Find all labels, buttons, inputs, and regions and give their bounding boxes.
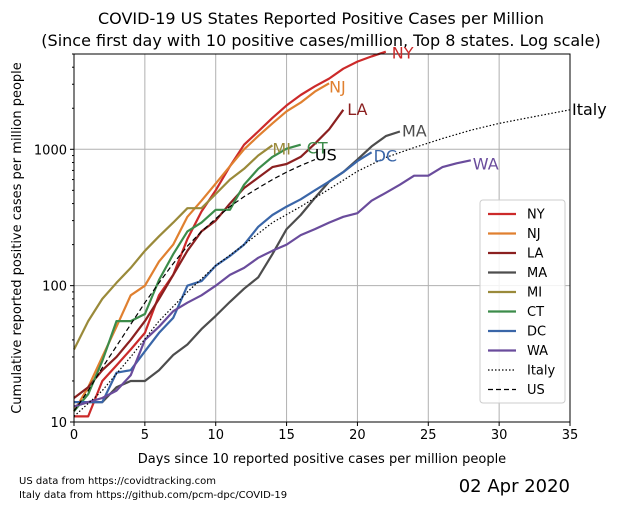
series-line-ny (74, 50, 387, 418)
legend-box (479, 199, 566, 404)
y-tick-label: 100 (42, 280, 67, 295)
legend-label-wa: WA (527, 344, 548, 359)
series-end-label-dc: DC (374, 146, 398, 165)
x-tick-label: 15 (278, 428, 295, 443)
legend: NY NJ LA MA MI CT DC WA Italy US (479, 199, 566, 404)
series-line-ct (73, 143, 302, 412)
series-end-label-italy: Italy (572, 100, 607, 119)
series-line-mi (73, 144, 274, 350)
x-tick-label: 25 (420, 428, 437, 443)
legend-label-nj: NJ (527, 227, 541, 242)
legend-label-ma: MA (527, 266, 547, 281)
x-tick-label: 10 (207, 428, 224, 443)
x-tick-label: 35 (562, 428, 579, 443)
y-tick-label: 1000 (34, 143, 67, 158)
x-tick-label: 20 (349, 428, 366, 443)
series-line-la (73, 109, 345, 399)
legend-label-la: LA (527, 247, 544, 262)
plot-frame (73, 53, 571, 423)
x-axis-label: Days since 10 reported positive cases pe… (138, 452, 506, 467)
series-end-label-ct: CT (307, 139, 328, 158)
y-tick-label: 10 (50, 416, 67, 431)
series-line-dc (74, 151, 373, 404)
legend-label-us: US (527, 383, 545, 398)
date-stamp: 02 Apr 2020 (458, 476, 570, 497)
series-line-wa (73, 159, 472, 408)
series-end-label-ma: MA (402, 122, 427, 141)
legend-label-dc: DC (527, 325, 546, 340)
legend-label-italy: Italy (527, 364, 556, 379)
chart-subtitle: (Since first day with 10 positive cases/… (41, 31, 600, 50)
series-end-label-wa: WA (473, 154, 499, 173)
source-italy: Italy data from https://github.com/pcm-d… (19, 490, 288, 501)
series-end-label-la: LA (347, 100, 367, 119)
chart-title: COVID-19 US States Reported Positive Cas… (98, 9, 544, 28)
legend-label-ny: NY (527, 208, 545, 223)
series-end-label-mi: MI (272, 139, 291, 158)
series-end-label-ny: NY (392, 44, 414, 63)
axis-ticks: 0 5 10 15 20 25 30 35 10 100 1000 (34, 53, 579, 443)
x-tick-label: 30 (491, 428, 508, 443)
y-axis-label: Cumulative reported positive cases per m… (10, 62, 25, 414)
series-line-us (73, 159, 316, 412)
series-line-italy (73, 109, 571, 417)
x-tick-label: 0 (70, 428, 78, 443)
series-end-label-us: US (315, 146, 337, 165)
series-line-nj (73, 82, 330, 412)
series-lines (73, 50, 571, 418)
legend-label-ct: CT (527, 305, 544, 320)
source-us: US data from https://covidtracking.com (19, 476, 216, 487)
x-tick-label: 5 (141, 428, 149, 443)
legend-label-mi: MI (527, 286, 542, 301)
series-end-label-nj: NJ (329, 77, 346, 96)
